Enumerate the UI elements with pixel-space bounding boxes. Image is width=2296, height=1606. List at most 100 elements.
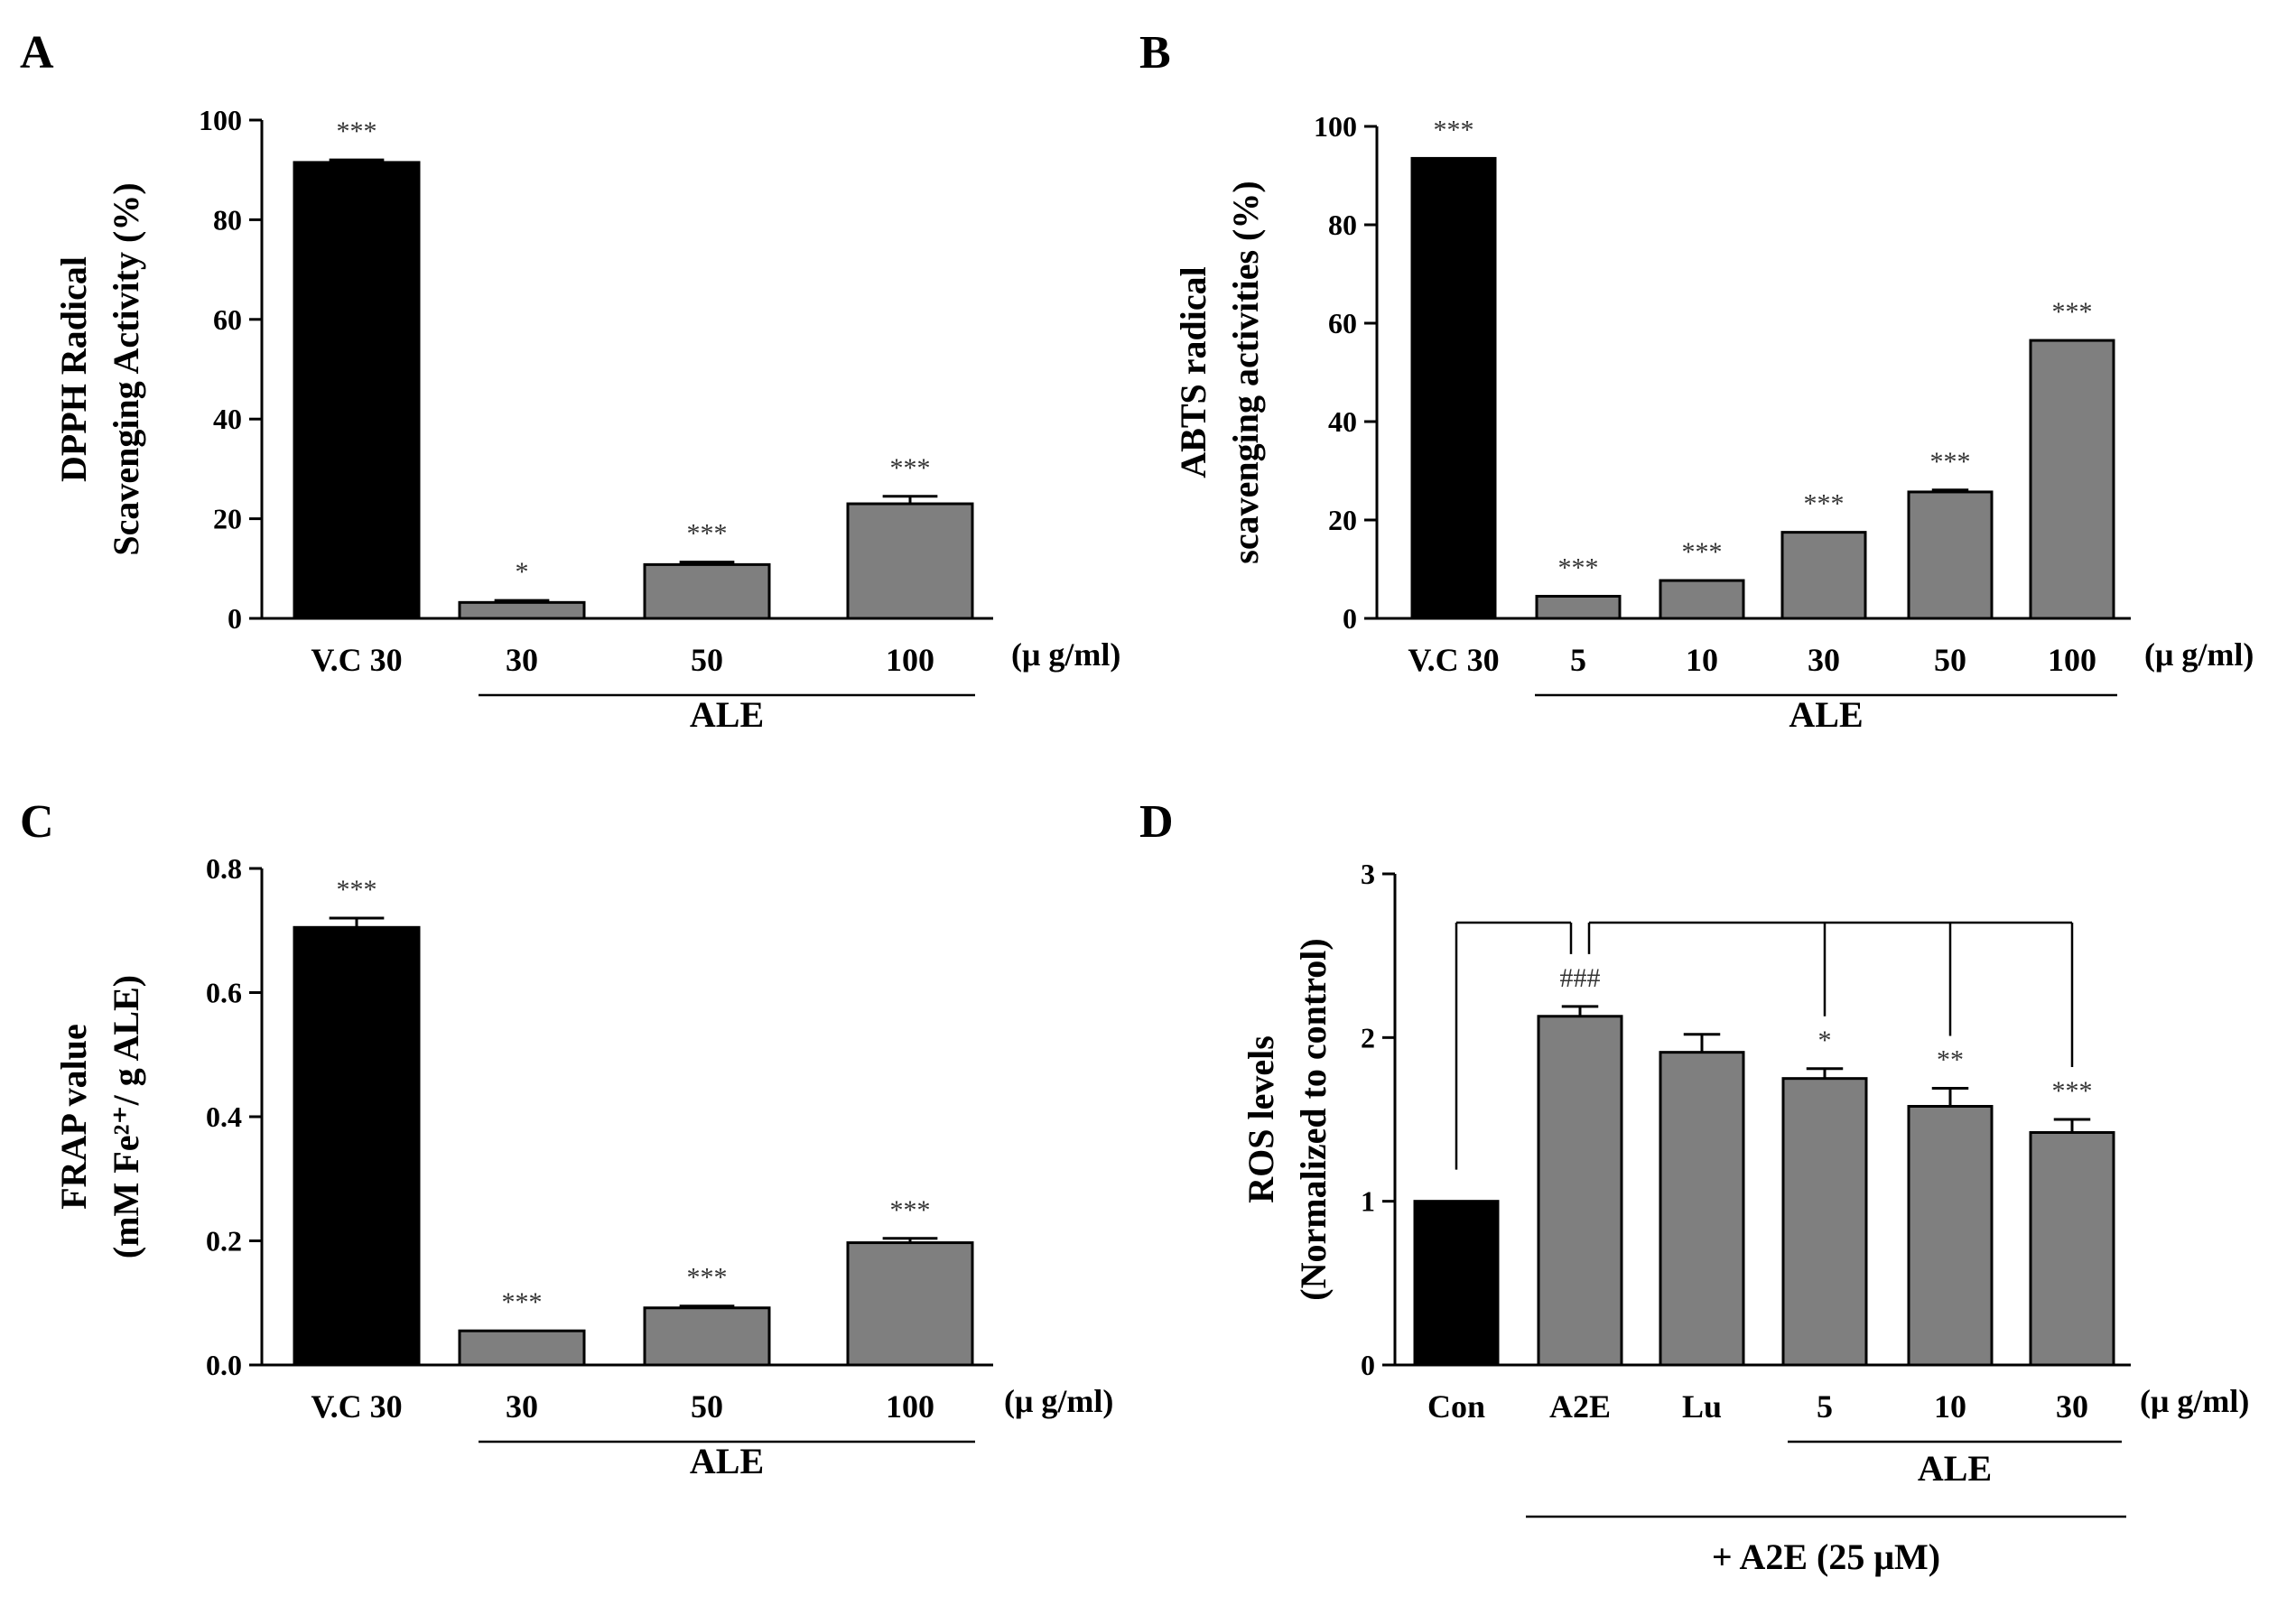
panel-B-category-label: 30 — [1808, 642, 1840, 678]
panel-D-bar — [1659, 1051, 1745, 1367]
panel-B-bar — [1907, 490, 1994, 620]
panel-D-category-label: Lu — [1682, 1388, 1722, 1425]
panel-A-y-tick-label: 40 — [213, 403, 242, 435]
panel-B-significance-label: *** — [1558, 552, 1599, 582]
panel-A-significance-label: *** — [687, 519, 728, 549]
panel-D-significance-label: *** — [2052, 1076, 2093, 1106]
panel-A-y-tick-label: 20 — [213, 503, 242, 535]
panel-B-bar — [1659, 579, 1745, 620]
panel-D-y-tick-label: 0 — [1361, 1349, 1375, 1381]
panel-B-y-tick-label: 60 — [1328, 307, 1357, 339]
panel-D-bar — [1537, 1015, 1623, 1367]
panel-D-significance-label: ** — [1937, 1045, 1964, 1075]
panel-C-y-axis-label: FRAP value — [53, 1024, 94, 1210]
panel-A-y-tick-label: 0 — [228, 602, 242, 635]
panel-C-category-label: V.C 30 — [311, 1388, 402, 1425]
panel-C-bar — [458, 1329, 586, 1367]
panel-A-group-label: ALE — [690, 694, 764, 735]
panel-B-category-label: 5 — [1570, 642, 1586, 678]
panel-A-y-axis-label: DPPH Radical — [53, 256, 94, 482]
panel-D-outer-group-label: + A2E (25 μM) — [1712, 1536, 1940, 1577]
panel-C-significance-label: *** — [502, 1287, 543, 1317]
panel-C-y-tick-label: 0.8 — [206, 852, 242, 885]
panel-D-y-axis-label: (Normalized to control) — [1293, 938, 1334, 1300]
panel-A-y-tick-label: 100 — [199, 104, 242, 136]
panel-A-significance-label: *** — [337, 116, 377, 146]
panel-A-y-tick-label: 60 — [213, 303, 242, 336]
panel-D-category-label: 10 — [1934, 1388, 1966, 1425]
panel-A-category-label: 100 — [886, 642, 934, 678]
panel-A-bar — [643, 562, 771, 620]
panel-D-bar — [1907, 1104, 1994, 1367]
panel-C-bar — [643, 1306, 771, 1367]
panel-A-bar — [458, 600, 586, 620]
panel-C-y-tick-label: 0.4 — [206, 1100, 242, 1133]
panel-B-chart: 0 20 40 60 80 100 ABTS radical scavenging activ… — [1173, 110, 2254, 735]
panel-C-significance-label: *** — [687, 1263, 728, 1293]
panel-D-y-tick-label: 1 — [1361, 1185, 1375, 1218]
panel-B-significance-label: *** — [1682, 537, 1723, 567]
panel-B-group-label: ALE — [1789, 694, 1863, 735]
panel-B-category-label: 50 — [1934, 642, 1966, 678]
panel-B-significance-label: *** — [1434, 115, 1474, 144]
panel-D-group-label: ALE — [1918, 1448, 1992, 1489]
panel-A-significance-label: *** — [890, 453, 931, 483]
panel-B-bar — [1780, 531, 1867, 620]
panel-D-chart: 0 1 2 3 ROS levels (Normalized to control) Con… — [1241, 858, 2249, 1577]
panel-B-y-tick-label: 80 — [1328, 209, 1357, 241]
panel-C-y-tick-label: 0.2 — [206, 1225, 242, 1258]
panel-A-chart: 0 20 40 60 80 100 DPPH Radical Scavenging Activ… — [53, 104, 1120, 735]
panel-B-y-tick-label: 100 — [1314, 110, 1357, 143]
panel-C-significance-label: *** — [890, 1195, 931, 1225]
panel-B-category-label: V.C 30 — [1408, 642, 1499, 678]
panel-A-category-label: 30 — [506, 642, 538, 678]
panel-A-bar — [846, 502, 974, 620]
panel-A-significance-label: * — [516, 557, 529, 587]
panel-B-y-axis-label: ABTS radical — [1173, 266, 1213, 478]
panel-label-C: C — [20, 796, 54, 848]
panel-A-y-axis-label: Scavenging Activity (%) — [106, 182, 146, 555]
panel-D-y-tick-label: 2 — [1361, 1021, 1375, 1054]
panel-C-bar — [846, 1241, 974, 1367]
panel-D-category-label: 5 — [1817, 1388, 1833, 1425]
panel-D-bar — [1781, 1077, 1868, 1367]
panel-C-chart: 0.0 0.2 0.4 0.6 0.8 FRAP value (mM Fe²⁺/ g ALE… — [53, 852, 1113, 1481]
panel-D-y-tick-label: 3 — [1361, 858, 1375, 890]
panel-D-significance-label: * — [1818, 1026, 1832, 1055]
panel-D-bar — [2029, 1131, 2115, 1367]
panel-B-bar — [1535, 594, 1622, 620]
panel-B-bar — [1410, 156, 1497, 620]
panel-B-bar — [2029, 339, 2115, 620]
panel-B-category-label: 10 — [1686, 642, 1718, 678]
panel-D-bar — [1413, 1200, 1500, 1367]
panel-B-unit-label: (μ g/ml) — [2144, 636, 2254, 673]
panel-C-y-axis-label: (mM Fe²⁺/ g ALE) — [106, 975, 146, 1258]
panel-A-y-tick-label: 80 — [213, 203, 242, 236]
panel-C-unit-label: (μ g/ml) — [1004, 1383, 1113, 1419]
panel-C-y-tick-label: 0.0 — [206, 1349, 242, 1381]
panel-B-significance-label: *** — [1930, 447, 1971, 477]
panel-A-category-label: V.C 30 — [311, 642, 402, 678]
panel-C-bar — [293, 925, 421, 1367]
panel-A-category-label: 50 — [691, 642, 723, 678]
panel-B-category-label: 100 — [2048, 642, 2096, 678]
panel-D-category-label: A2E — [1549, 1388, 1611, 1425]
panel-B-y-axis-label: scavenging activities (%) — [1225, 181, 1266, 563]
panel-A-bar — [293, 161, 421, 620]
panel-D-category-label: 30 — [2056, 1388, 2088, 1425]
panel-B-y-tick-label: 40 — [1328, 405, 1357, 438]
panel-C-y-tick-label: 0.6 — [206, 977, 242, 1009]
panel-B-y-tick-label: 0 — [1343, 602, 1357, 635]
panel-label-A: A — [20, 27, 54, 79]
panel-B-significance-label: *** — [2052, 297, 2093, 327]
panel-A-unit-label: (μ g/ml) — [1011, 636, 1120, 673]
panel-C-significance-label: *** — [337, 875, 377, 905]
panel-D-significance-label: ### — [1560, 963, 1601, 993]
panel-C-category-label: 50 — [691, 1388, 723, 1425]
panel-D-unit-label: (μ g/ml) — [2140, 1383, 2249, 1419]
panel-D-y-axis-label: ROS levels — [1241, 1035, 1281, 1203]
panel-C-group-label: ALE — [690, 1441, 764, 1481]
panel-B-y-tick-label: 20 — [1328, 504, 1357, 536]
panel-C-category-label: 100 — [886, 1388, 934, 1425]
